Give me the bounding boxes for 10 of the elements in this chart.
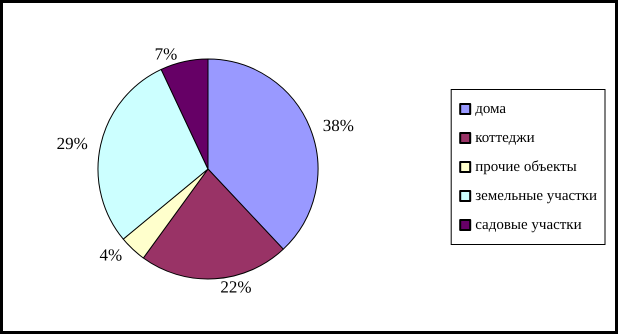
legend-label: дома <box>475 101 506 117</box>
legend-label: земельные участки <box>475 188 598 204</box>
data-label: 22% <box>220 277 252 296</box>
legend-label: прочие объекты <box>475 159 577 175</box>
legend-label: коттеджи <box>475 130 535 146</box>
data-label: 29% <box>56 134 88 153</box>
data-label: 38% <box>322 116 354 136</box>
data-label: 7% <box>154 44 178 64</box>
legend-label: садовые участки <box>475 217 582 233</box>
data-label: 4% <box>100 246 122 265</box>
